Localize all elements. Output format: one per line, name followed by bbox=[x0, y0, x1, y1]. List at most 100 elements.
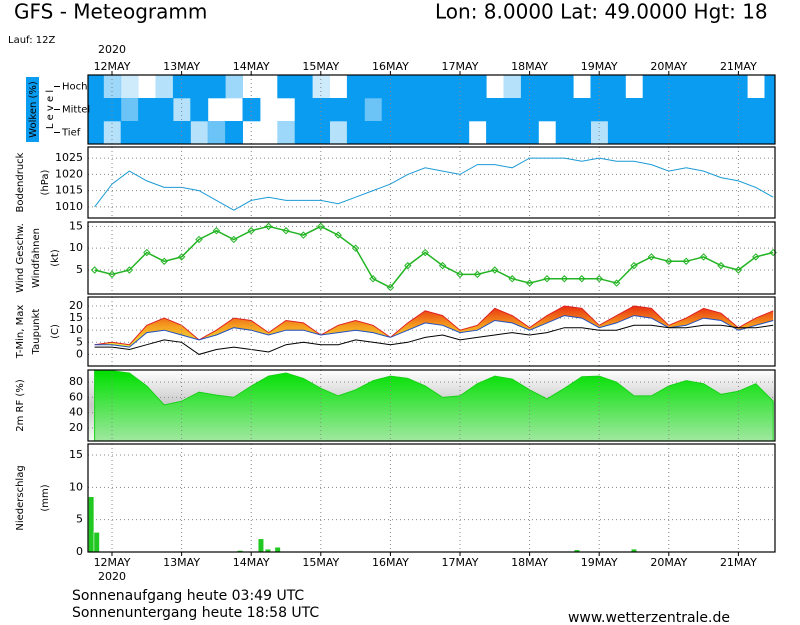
cloud-cell bbox=[677, 98, 696, 122]
cloud-cell bbox=[312, 98, 331, 122]
line bbox=[94, 305, 774, 346]
cloud-cell bbox=[712, 98, 731, 122]
cloud-cell bbox=[225, 121, 244, 145]
y-axis-label: (mm) bbox=[40, 484, 51, 511]
cloud-cell bbox=[346, 75, 365, 99]
y-axis-label: Niederschlag bbox=[15, 465, 26, 530]
cloud-cell bbox=[451, 121, 470, 145]
marker bbox=[369, 275, 377, 283]
line bbox=[94, 225, 774, 289]
cloud-cell bbox=[207, 75, 226, 99]
panel-frame bbox=[87, 369, 776, 442]
cloud-cell bbox=[729, 75, 748, 99]
line bbox=[94, 315, 774, 348]
x-tick-label: 15MAY bbox=[302, 60, 339, 73]
panel-frame bbox=[87, 443, 776, 553]
y-axis-label: 2m RF (%) bbox=[15, 379, 26, 432]
x-tick-label: 17MAY bbox=[442, 60, 479, 73]
x-tick-label: 21MAY bbox=[720, 556, 757, 569]
y-tick-label: 5 bbox=[76, 335, 83, 348]
y-tick-label: 80 bbox=[69, 375, 83, 388]
cloud-cell bbox=[207, 121, 226, 145]
run: Lauf: 12Z bbox=[8, 35, 55, 46]
marker bbox=[230, 235, 238, 244]
y-axis-label: (hPa) bbox=[40, 169, 51, 195]
x-tick-label: 18MAY bbox=[511, 60, 548, 73]
cloud-cell bbox=[190, 98, 209, 122]
x-tick-label: 18MAY bbox=[511, 556, 548, 569]
cloud-cell bbox=[381, 121, 400, 145]
cloud-cell bbox=[625, 121, 644, 145]
cloud-cell bbox=[260, 75, 278, 98]
y-tick-label: 40 bbox=[69, 406, 83, 419]
y-tick-label: 5 bbox=[76, 263, 83, 276]
location: Lon: 8.0000 Lat: 49.0000 Hgt: 18 bbox=[435, 0, 768, 24]
cloud-cell bbox=[260, 121, 278, 144]
y-axis-label: (C) bbox=[50, 324, 61, 339]
marker bbox=[317, 222, 325, 231]
marker bbox=[421, 248, 429, 257]
x-tick-label: 19MAY bbox=[581, 60, 618, 73]
cloud-cell bbox=[277, 98, 295, 121]
marker bbox=[264, 222, 273, 231]
cloud-cell bbox=[155, 75, 174, 99]
cloud-cell bbox=[503, 98, 522, 122]
marker bbox=[334, 231, 342, 239]
cloud-cell bbox=[172, 75, 191, 99]
title: GFS - Meteogramm bbox=[14, 0, 207, 24]
cloud-label-bg bbox=[26, 77, 39, 142]
marker bbox=[665, 257, 673, 265]
cloud-cell bbox=[172, 98, 191, 122]
marker bbox=[125, 266, 134, 274]
level-name: Mittel bbox=[62, 105, 90, 116]
panel-frame bbox=[87, 296, 776, 367]
cloud-cell bbox=[364, 98, 383, 122]
bar bbox=[574, 550, 580, 552]
bar bbox=[631, 549, 637, 552]
marker bbox=[351, 244, 360, 252]
marker bbox=[560, 275, 569, 283]
cloud-cell bbox=[538, 98, 557, 122]
cloud-cell bbox=[120, 121, 139, 145]
cloud-cell bbox=[573, 98, 591, 122]
y-tick-label: 1025 bbox=[55, 151, 83, 164]
cloud-cell bbox=[243, 75, 261, 98]
temp-band bbox=[94, 306, 774, 348]
y-tick-label: 15 bbox=[69, 311, 83, 324]
cloud-cell bbox=[225, 98, 243, 121]
cloud-cell bbox=[364, 75, 383, 99]
y-axis-label: Taupunkt bbox=[31, 309, 42, 356]
cloud-cell bbox=[660, 121, 678, 145]
cloud-cell bbox=[468, 98, 487, 122]
cloud-cell bbox=[764, 121, 776, 145]
y-tick-label: 10 bbox=[69, 323, 83, 336]
cloud-cell bbox=[468, 75, 487, 99]
cloud-cell bbox=[694, 75, 713, 99]
cloud-cell bbox=[381, 98, 400, 122]
marker bbox=[404, 261, 412, 270]
x-tick-label: 21MAY bbox=[720, 60, 757, 73]
cloud-cell bbox=[694, 98, 713, 122]
cloud-cell bbox=[225, 75, 244, 99]
area bbox=[94, 370, 774, 442]
cloud-cell bbox=[729, 98, 748, 122]
cloud-cell bbox=[607, 75, 626, 99]
x-tick-label: 20MAY bbox=[650, 556, 687, 569]
cloud-cell bbox=[138, 98, 157, 122]
cloud-cell bbox=[520, 98, 539, 122]
marker bbox=[212, 227, 221, 235]
sunrise: Sonnenaufgang heute 03:49 UTC bbox=[72, 588, 304, 604]
cloud-cell bbox=[486, 98, 504, 122]
cloud-cell bbox=[346, 98, 365, 122]
panel-frame bbox=[87, 221, 776, 295]
level-label: L e v e l bbox=[45, 90, 56, 129]
marker bbox=[438, 261, 447, 270]
cloud-cell bbox=[451, 98, 470, 122]
marker bbox=[90, 266, 99, 274]
cloud-cell bbox=[538, 75, 557, 99]
cloud-cell bbox=[399, 98, 418, 122]
x-tick-label: 19MAY bbox=[581, 556, 618, 569]
x-tick-label: 12MAY bbox=[94, 556, 131, 569]
marker bbox=[508, 275, 516, 283]
marker bbox=[578, 275, 586, 283]
